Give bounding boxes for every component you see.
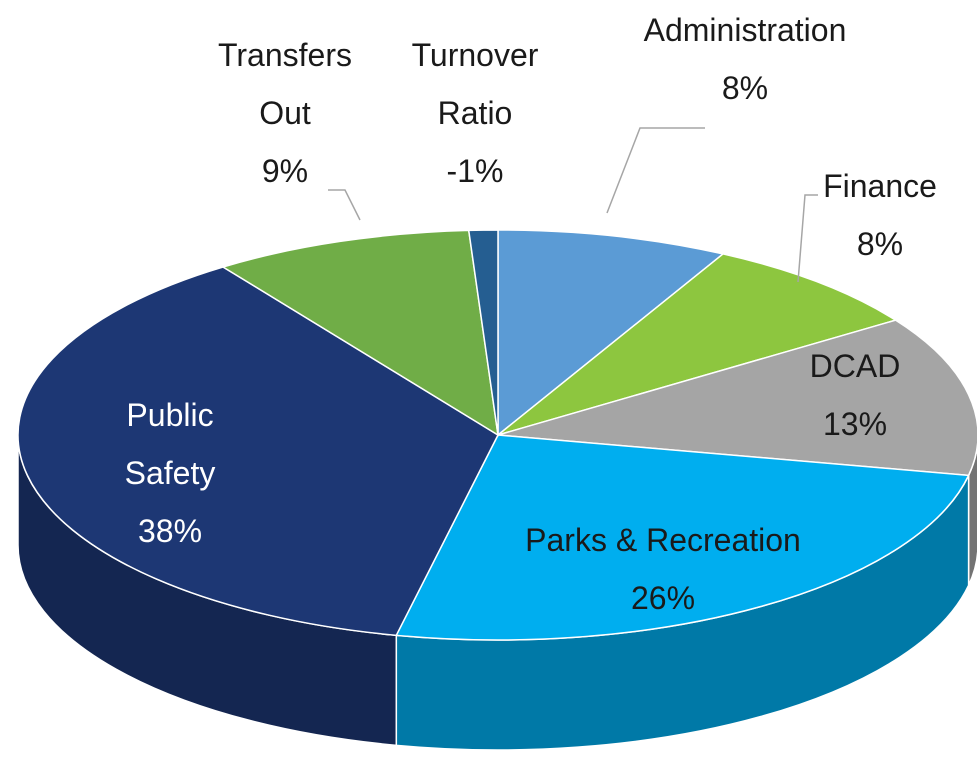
data-label: Administration 8%	[595, 1, 895, 117]
label-name: DCAD	[809, 348, 901, 384]
data-label: Turnover Ratio -1%	[400, 26, 550, 200]
pie-slice	[221, 229, 499, 437]
leader-line	[606, 127, 705, 214]
pie-slice	[467, 229, 499, 436]
label-value: 13%	[822, 406, 888, 442]
label-value: 8%	[721, 70, 769, 106]
label-name: Public Safety	[124, 397, 216, 491]
label-name: Parks & Recreation	[525, 522, 801, 558]
pie-tops	[17, 229, 977, 641]
pie-slice	[497, 319, 977, 477]
pie-slice	[17, 266, 499, 637]
pie-slice	[497, 229, 725, 437]
label-value: 38%	[137, 513, 203, 549]
data-label: Public Safety 38%	[95, 386, 245, 560]
label-value: 9%	[261, 153, 309, 189]
label-name: Transfers Out	[218, 37, 352, 131]
leader-lines	[328, 127, 818, 283]
pie-slice	[395, 434, 970, 641]
data-label: Transfers Out 9%	[210, 26, 360, 200]
data-label: Parks & Recreation 26%	[453, 511, 873, 627]
label-value: 26%	[630, 580, 696, 616]
label-name: Turnover Ratio	[411, 37, 539, 131]
label-name: Administration	[643, 12, 847, 48]
leader-line	[328, 189, 361, 221]
label-value: 8%	[856, 226, 904, 262]
label-value: -1%	[446, 153, 504, 189]
leader-line	[797, 194, 818, 283]
label-name: Finance	[823, 168, 937, 204]
pie-slice	[497, 253, 898, 436]
data-label: DCAD 13%	[755, 337, 955, 453]
data-label: Finance 8%	[790, 157, 970, 273]
